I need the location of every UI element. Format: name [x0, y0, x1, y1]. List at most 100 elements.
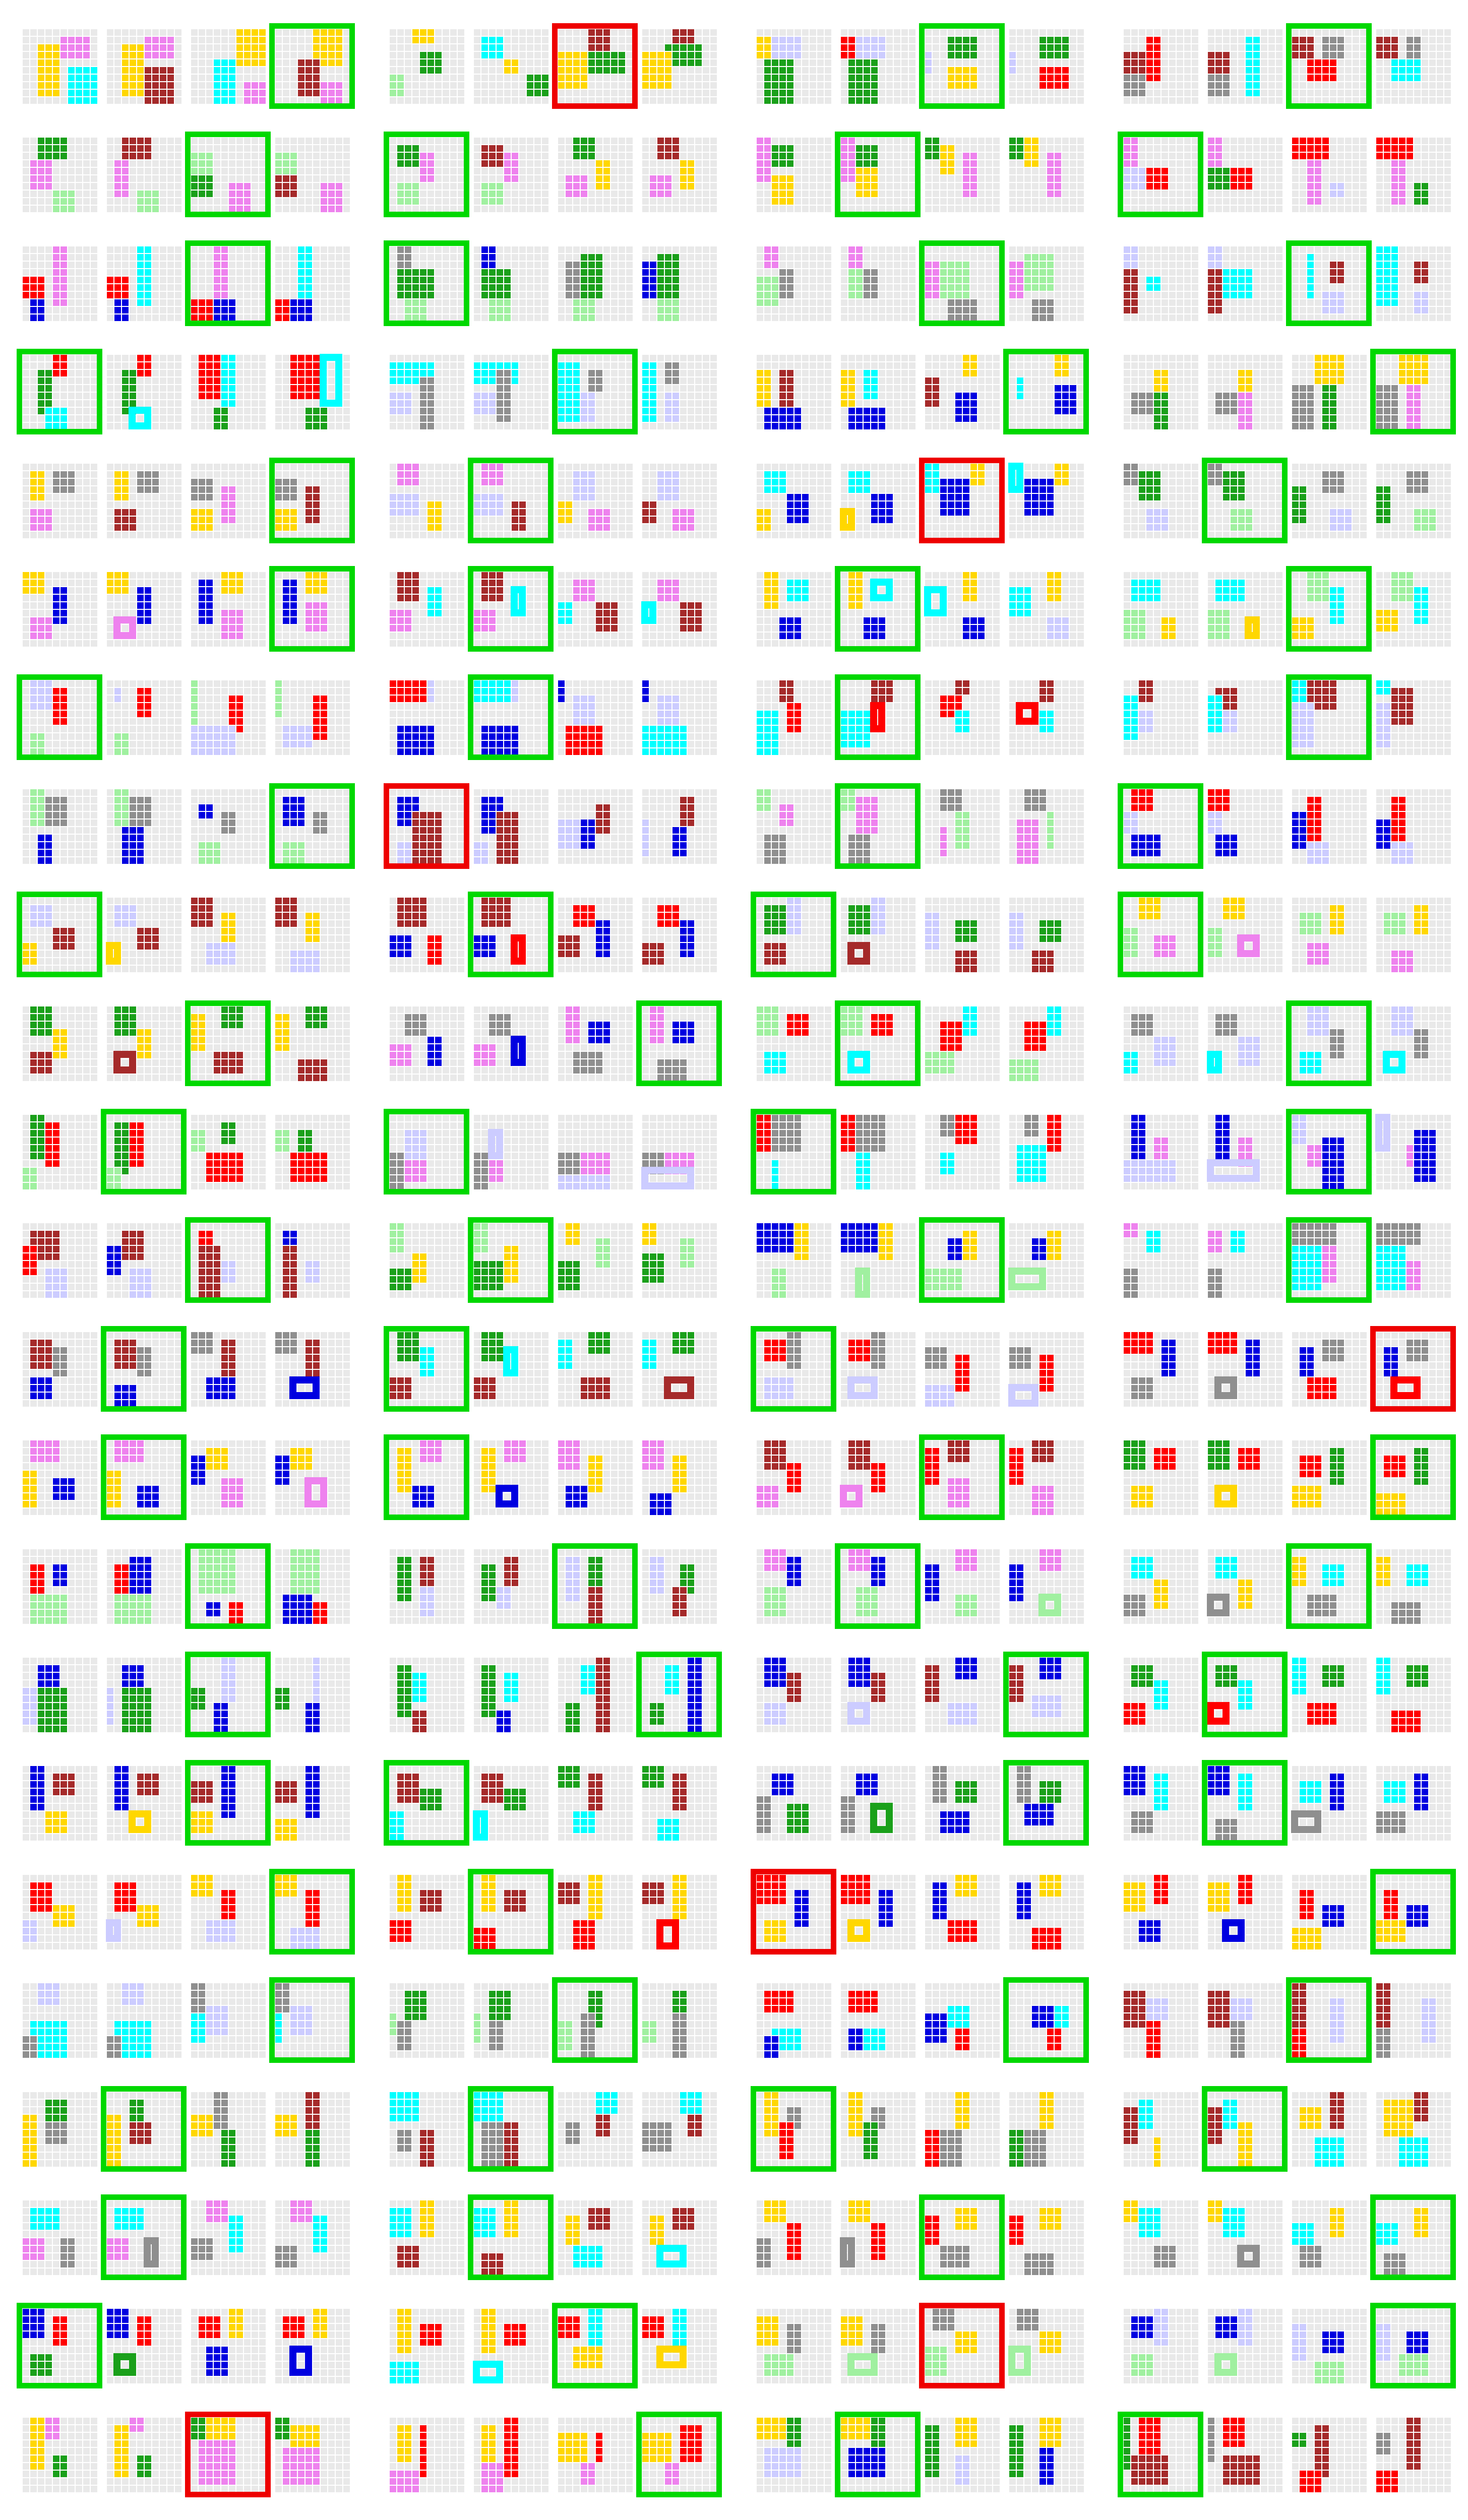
block-y	[396, 1447, 411, 1492]
block-a	[1405, 1339, 1428, 1361]
puzzle-panel	[190, 1548, 266, 1624]
puzzle-panel	[190, 463, 266, 538]
block-b	[113, 1765, 129, 1810]
puzzle-panel	[756, 354, 831, 429]
block-g	[396, 268, 434, 298]
puzzle-panel	[1291, 1657, 1367, 1732]
puzzle-panel	[1008, 1222, 1084, 1298]
block-r	[1237, 1874, 1252, 1904]
block-m	[1207, 1990, 1230, 2028]
puzzle-panel	[924, 1874, 1000, 1949]
block-a	[1375, 1222, 1421, 1245]
block-p	[1291, 2323, 1306, 2361]
puzzle-panel	[473, 28, 548, 104]
block-r	[786, 2222, 801, 2260]
block-r	[565, 725, 602, 755]
puzzle-panel	[1123, 1765, 1198, 1841]
puzzle-panel	[389, 2091, 464, 2167]
block-v	[1031, 1485, 1054, 1515]
block-a	[213, 2091, 228, 2129]
block-m	[282, 1245, 297, 1298]
puzzle-panel	[756, 1548, 831, 1624]
block-p	[473, 493, 503, 516]
block-g	[771, 144, 793, 167]
block-v	[641, 1439, 664, 1470]
puzzle-panel	[190, 788, 266, 864]
block-r	[1306, 1702, 1336, 1725]
block-m	[113, 1051, 136, 1074]
puzzle-panel	[924, 1548, 1000, 1624]
block-c	[503, 1346, 518, 1376]
block-p	[771, 36, 801, 58]
block-b	[1214, 1114, 1230, 1159]
block-a	[473, 1152, 488, 1189]
block-m	[557, 1881, 580, 1904]
block-p	[1153, 2308, 1168, 2346]
block-g	[847, 58, 878, 104]
block-l	[29, 1594, 67, 1624]
puzzle-panel	[557, 1439, 633, 1515]
block-r	[1390, 796, 1405, 841]
block-b	[136, 1485, 159, 1507]
block-v	[572, 579, 595, 601]
puzzle-panel	[756, 463, 831, 538]
puzzle-panel	[924, 137, 1000, 212]
selection-border-green	[269, 1977, 355, 2063]
block-y	[947, 66, 977, 89]
block-a	[1329, 1028, 1344, 1058]
puzzle-panel	[1123, 1222, 1198, 1298]
puzzle-panel	[1008, 1114, 1084, 1189]
block-c	[847, 470, 870, 493]
block-g	[136, 2454, 151, 2477]
block-g	[572, 137, 595, 159]
block-r	[1291, 137, 1329, 159]
block-v	[756, 137, 771, 182]
block-p	[1222, 710, 1237, 732]
block-g	[1207, 1439, 1230, 1470]
puzzle-panel	[1123, 1982, 1198, 2058]
puzzle-panel	[641, 28, 717, 104]
block-l	[1123, 927, 1138, 957]
puzzle-panel	[1123, 2091, 1198, 2167]
puzzle-panel	[1008, 1005, 1084, 1081]
block-l	[113, 732, 129, 755]
block-p	[473, 841, 488, 864]
block-b	[113, 1384, 136, 1407]
block-g	[213, 407, 228, 429]
block-y	[121, 43, 144, 96]
block-l	[924, 1268, 962, 1290]
block-c	[1306, 253, 1314, 298]
block-r	[198, 2315, 220, 2338]
block-y	[1214, 1485, 1237, 1507]
block-v	[947, 1477, 969, 1507]
block-a	[924, 1346, 947, 1369]
block-r	[136, 687, 151, 717]
puzzle-panel	[1375, 897, 1451, 972]
block-a	[1023, 2129, 1046, 2167]
puzzle-panel	[1207, 788, 1282, 864]
block-b	[205, 1376, 235, 1399]
puzzle-panel	[924, 897, 1000, 972]
block-v	[962, 152, 977, 197]
puzzle-panel	[1207, 1548, 1282, 1624]
puzzle-panel	[924, 245, 1000, 321]
puzzle-panel	[840, 1114, 915, 1189]
block-c	[1123, 1051, 1138, 1074]
block-v	[565, 174, 587, 197]
puzzle-panel	[557, 1114, 633, 1189]
block-y	[37, 43, 59, 96]
puzzle-panel	[1375, 1765, 1451, 1841]
block-y	[840, 2315, 863, 2346]
puzzle-panel	[557, 1765, 633, 1841]
puzzle-panel	[924, 679, 1000, 755]
block-p	[1008, 912, 1023, 950]
block-m	[29, 1051, 52, 1074]
block-c	[389, 2207, 411, 2237]
block-p	[847, 1376, 878, 1399]
block-l	[1306, 571, 1329, 601]
puzzle-panel	[106, 245, 181, 321]
block-y	[289, 1447, 312, 1470]
block-r	[947, 1919, 977, 1942]
block-b	[190, 1455, 205, 1485]
